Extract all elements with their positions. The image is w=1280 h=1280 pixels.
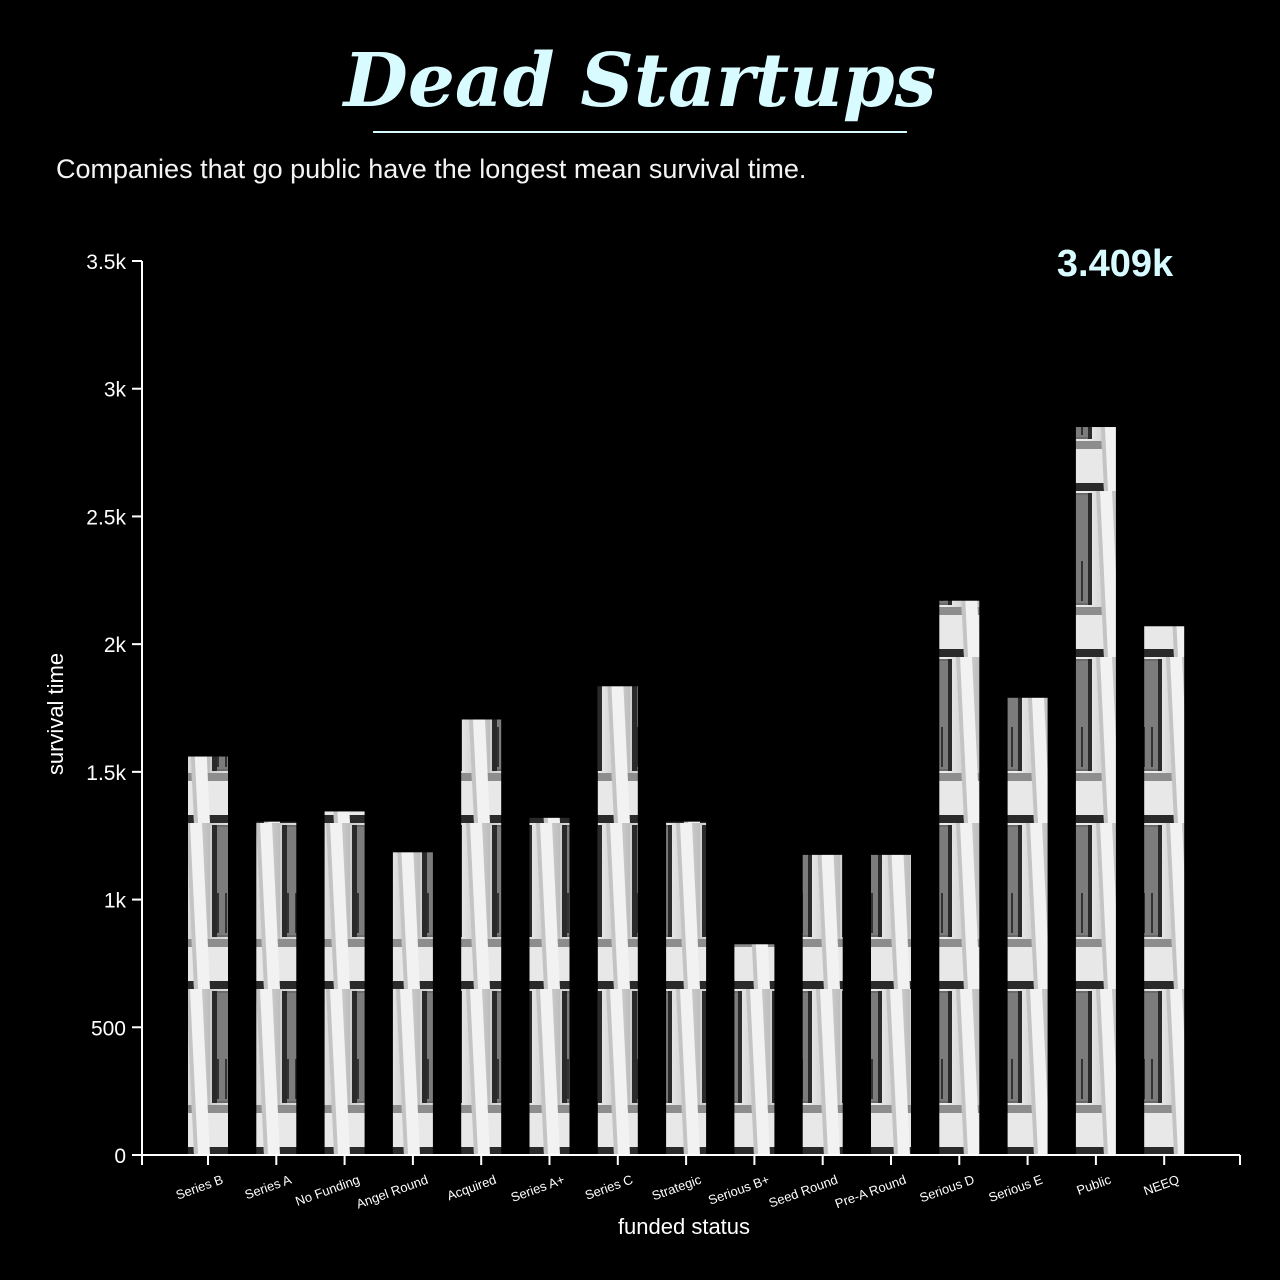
bar-strategic [666, 821, 707, 1155]
bar-series-b [188, 756, 228, 1155]
bar-pre-a-round [871, 854, 911, 1155]
y-tick-label: 0 [114, 1145, 126, 1168]
bar-series-a [256, 821, 297, 1155]
y-tick-label: 3k [104, 379, 127, 402]
bar-series-a- [529, 817, 570, 1155]
x-tick-label: Series A+ [509, 1172, 567, 1205]
x-tick-label: NEEQ [1141, 1172, 1181, 1199]
x-axis-title: funded status [618, 1214, 750, 1239]
bar-no-funding [324, 811, 365, 1155]
x-tick-label: No Funding [293, 1172, 361, 1209]
bar-acquired [461, 719, 502, 1155]
bar-neeq [1144, 626, 1185, 1155]
y-tick-label: 2.5k [86, 506, 126, 529]
bar-serious-d [939, 600, 980, 1155]
y-tick-label: 3.5k [86, 251, 126, 274]
y-tick-label: 500 [91, 1017, 126, 1040]
bar-serious-b- [734, 944, 775, 1155]
x-tick-label: Strategic [650, 1172, 704, 1204]
x-tick-label: Public [1075, 1172, 1114, 1198]
bar-seed-round [802, 854, 843, 1155]
title-underline [373, 131, 907, 133]
x-tick-label: Serious E [987, 1172, 1045, 1205]
bar-public [1075, 427, 1116, 1155]
bar-angel-round [392, 852, 433, 1155]
x-tick-label: Serious D [918, 1172, 977, 1206]
y-axis-title: survival time [43, 653, 68, 775]
x-tick-label: Serious B+ [706, 1172, 771, 1208]
chart-subtitle: Companies that go public have the longes… [56, 154, 807, 184]
bar-serious-e [1007, 697, 1048, 1155]
y-tick-label: 1k [104, 890, 127, 913]
y-tick-label: 2k [104, 634, 127, 657]
x-tick-label: Acquired [445, 1172, 498, 1204]
x-tick-label: Angel Round [354, 1172, 430, 1212]
x-tick-label: Seed Round [767, 1172, 840, 1211]
x-tick-label: Series C [583, 1172, 635, 1203]
bar-series-c [597, 686, 638, 1155]
highlight-value-label: 3.409k [1057, 243, 1174, 285]
y-tick-label: 1.5k [86, 762, 126, 785]
x-tick-label: Series A [243, 1172, 294, 1203]
x-tick-label: Pre-A Round [833, 1172, 908, 1212]
chart-title: Dead Startups [343, 38, 937, 124]
x-tick-label: Series B [174, 1172, 225, 1203]
